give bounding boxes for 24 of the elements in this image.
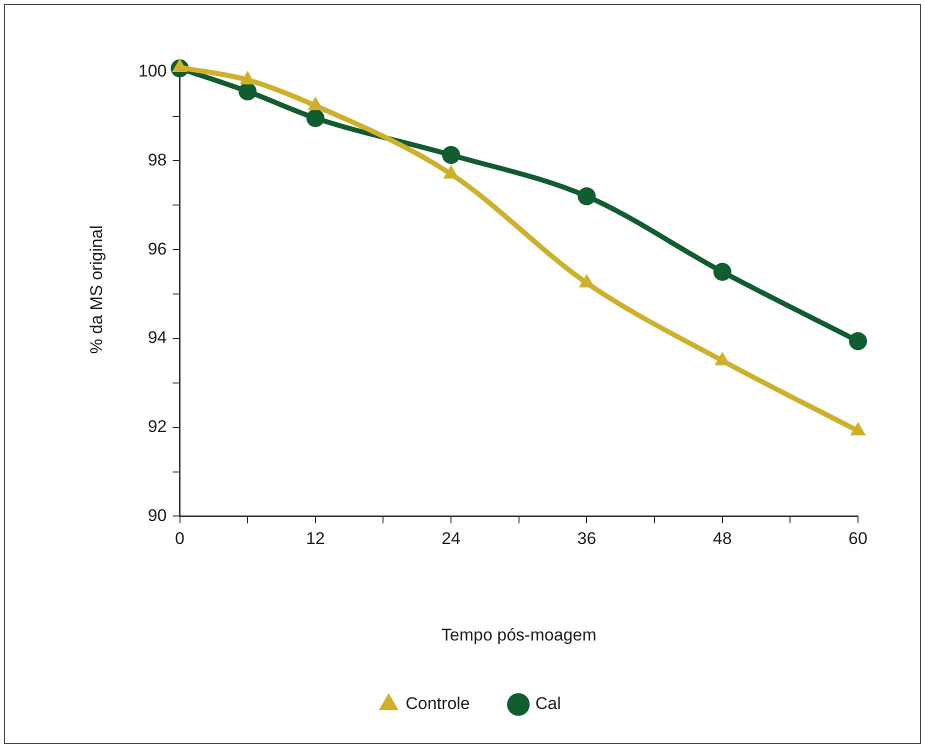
y-tick-label: 90 bbox=[148, 506, 167, 525]
x-tick-label: 48 bbox=[712, 529, 732, 548]
y-tick-label: 92 bbox=[148, 417, 167, 436]
x-tick-label: 36 bbox=[577, 529, 596, 548]
point bbox=[443, 165, 459, 179]
y-tick-label: 94 bbox=[148, 328, 167, 348]
legend-label: Cal bbox=[535, 694, 561, 714]
y-tick-label: 98 bbox=[148, 150, 167, 170]
point bbox=[306, 109, 324, 128]
legend-label: Controle bbox=[406, 694, 470, 714]
x-tick-label: 0 bbox=[175, 529, 184, 548]
point bbox=[442, 146, 460, 164]
x-axis-title: Tempo pós-moagem bbox=[441, 625, 596, 644]
point bbox=[578, 274, 594, 288]
y-axis-title: % da MS original bbox=[86, 225, 106, 354]
x-tick-label: 24 bbox=[442, 529, 461, 548]
x-tick-label: 12 bbox=[306, 529, 325, 548]
y-tick-label: 100 bbox=[138, 62, 167, 81]
point bbox=[713, 262, 732, 281]
y-tick-label: 96 bbox=[148, 239, 167, 258]
point bbox=[578, 187, 596, 206]
x-tick-label: 60 bbox=[848, 529, 868, 548]
point bbox=[238, 82, 257, 100]
point bbox=[850, 422, 866, 436]
